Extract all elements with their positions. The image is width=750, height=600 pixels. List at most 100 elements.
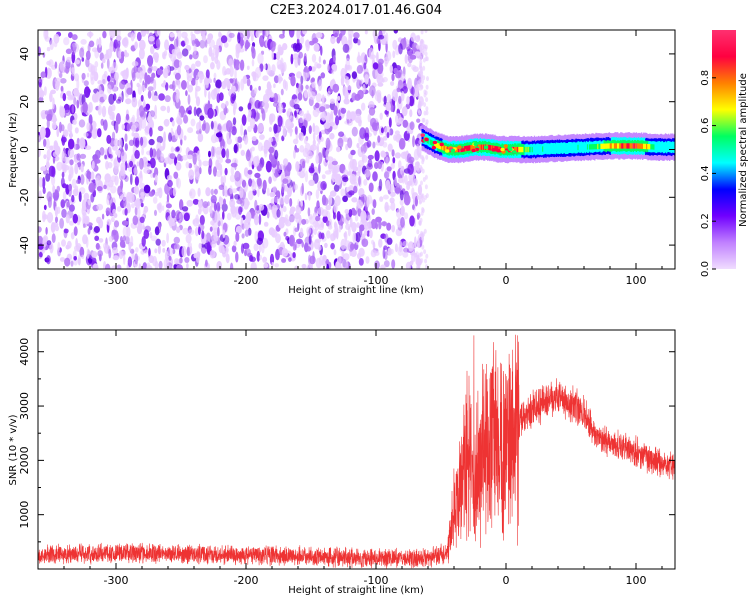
- spectrogram-signal-core: [445, 146, 447, 152]
- spectrogram-noise-cell: [160, 105, 167, 112]
- spectrogram-noise-cell: [69, 130, 73, 139]
- spectrogram-noise-cell: [230, 162, 238, 168]
- spectrogram-noise-cell: [420, 194, 424, 200]
- spectrogram-signal-core: [630, 143, 632, 149]
- spectrogram-noise-cell: [393, 67, 398, 74]
- spectrogram-noise-cell: [229, 185, 233, 195]
- spectrogram-noise-cell: [198, 159, 202, 168]
- spectrogram-noise-cell: [82, 212, 87, 222]
- spectrogram-noise-cell: [299, 145, 305, 153]
- spectrogram-noise-cell: [90, 171, 95, 181]
- spectrogram-signal-blob: [471, 148, 476, 153]
- spectrogram-noise-cell: [173, 243, 180, 251]
- spectrogram-noise-cell: [54, 77, 61, 84]
- spectrogram-noise-cell: [139, 157, 144, 170]
- spectrogram-noise-cell: [286, 110, 290, 117]
- spectrogram-noise-cell: [73, 87, 79, 97]
- spectrogram-noise-cell: [264, 102, 268, 113]
- spectrogram-noise-cell: [45, 227, 48, 235]
- spectrogram-noise-cell: [78, 158, 82, 170]
- spectrogram-signal-core: [518, 146, 520, 153]
- spectrogram-signal-core: [597, 143, 599, 150]
- x-tick-label: -100: [364, 274, 389, 287]
- spectrogram-noise-cell: [412, 66, 419, 73]
- spectrogram-noise-cell: [203, 81, 209, 89]
- spectrogram-noise-cell: [322, 254, 327, 262]
- spectrogram-signal-core: [523, 146, 525, 153]
- spectrogram-noise-cell: [315, 154, 320, 165]
- spectrogram-noise-cell: [295, 206, 302, 215]
- spectrogram-noise-cell: [377, 82, 384, 87]
- spectrogram-noise-cell: [42, 214, 48, 220]
- spectrogram-noise-cell: [209, 205, 213, 214]
- spectrogram-noise-cell: [169, 153, 176, 160]
- spectrogram-noise-cell: [94, 92, 100, 103]
- spectrogram-noise-cell: [257, 122, 264, 133]
- spectrogram-noise-cell: [130, 235, 134, 247]
- spectrogram-noise-cell: [416, 91, 420, 97]
- x-tick-label: 0: [503, 274, 510, 287]
- spectrogram-noise-cell: [65, 244, 70, 250]
- spectrogram-noise-cell: [69, 94, 75, 100]
- spectrogram-noise-cell: [259, 134, 265, 140]
- spectrogram-signal-core: [551, 146, 553, 152]
- spectrogram-noise-cell: [375, 141, 382, 146]
- spectrogram-noise-cell: [335, 115, 340, 126]
- spectrogram-noise-cell: [157, 30, 161, 36]
- spectrogram-noise-cell: [126, 87, 133, 95]
- spectrogram-noise-cell: [290, 75, 296, 87]
- spectrogram-noise-cell: [394, 152, 401, 159]
- spectrogram-noise-cell: [308, 191, 311, 201]
- spectrogram-noise-cell: [231, 188, 238, 194]
- spectrogram-signal-core: [521, 146, 523, 153]
- spectrogram-noise-cell: [348, 33, 353, 46]
- spectrogram-signal-core: [660, 144, 663, 150]
- spectrogram-noise-cell: [151, 95, 159, 102]
- spectrogram-noise-cell: [333, 228, 337, 240]
- spectrogram-noise-cell: [149, 157, 156, 169]
- spectrogram-noise-cell: [347, 137, 353, 149]
- spectrogram-signal-core: [479, 144, 482, 150]
- spectrogram-noise-cell: [235, 232, 240, 242]
- spectrogram-signal-core: [649, 144, 651, 150]
- spectrogram-noise-cell: [356, 222, 360, 228]
- spectrogram-noise-cell: [226, 212, 232, 221]
- spectrogram-noise-cell: [380, 127, 384, 134]
- spectrogram-noise-cell: [223, 185, 228, 194]
- spectrogram-noise-cell: [354, 214, 359, 222]
- spectrogram-noise-cell: [313, 125, 320, 136]
- spectrogram-noise-cell: [258, 243, 262, 253]
- spectrogram-noise-cell: [112, 255, 120, 261]
- spectrogram-signal-core: [651, 144, 653, 150]
- spectrogram-noise-cell: [133, 132, 140, 138]
- spectrogram-y-ticks: -40 -20 0 20 40: [18, 29, 675, 270]
- spectrogram-signal-core: [656, 144, 658, 150]
- spectrogram-signal-core: [637, 143, 640, 149]
- spectrogram-noise-cell: [422, 57, 426, 63]
- spectrogram-noise-cell: [389, 64, 393, 74]
- spectrogram-noise-cell: [341, 258, 349, 269]
- spectrogram-signal-core: [499, 146, 501, 153]
- spectrogram-signal-core: [566, 145, 568, 151]
- spectrogram-noise-cell: [360, 144, 367, 154]
- spectrogram-noise-cell: [67, 148, 75, 159]
- spectrogram-noise-cell: [120, 236, 123, 243]
- spectrogram-noise-cell: [113, 138, 119, 147]
- spectrogram-noise-cell: [359, 224, 365, 232]
- spectrogram-signal-core: [625, 143, 627, 149]
- spectrogram-signal-core: [576, 144, 578, 151]
- spectrogram-noise-cell: [308, 167, 315, 174]
- spectrogram-noise-cell: [297, 92, 303, 101]
- spectrogram-noise-cell: [399, 199, 404, 206]
- spectrogram-noise-cell: [305, 113, 312, 122]
- spectrogram-noise-cell: [390, 201, 396, 211]
- spectrogram-noise-cell: [226, 120, 233, 133]
- spectrogram-noise-cell: [182, 227, 189, 235]
- spectrogram-signal-core: [547, 146, 549, 152]
- spectrogram-noise-cell: [109, 30, 116, 39]
- spectrogram-signal-core: [624, 143, 626, 149]
- spectrogram-signal-core: [478, 144, 481, 150]
- spectrogram-noise-cell: [133, 135, 139, 147]
- spectrogram-noise-cell: [43, 154, 47, 160]
- spectrogram-noise-cell: [132, 215, 139, 226]
